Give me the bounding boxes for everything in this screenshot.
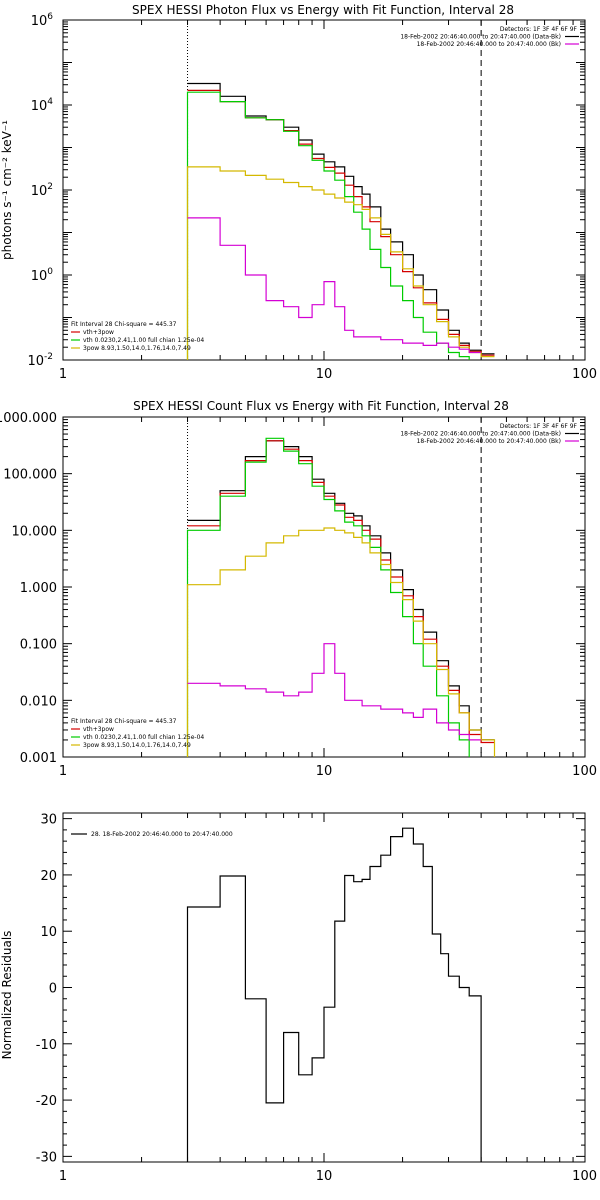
legend-entry: 28. 18-Feb-2002 20:46:40.000 to 20:47:40… <box>91 831 233 838</box>
y-tick-label: 0 <box>49 982 57 997</box>
y-tick-label: 102 <box>31 182 53 199</box>
legend-entry: Detectors: 1F 3F 4F 6F 9F <box>500 423 578 430</box>
panel-title: SPEX HESSI Photon Flux vs Energy with Fi… <box>132 3 514 17</box>
y-axis-label: Normalized Residuals <box>0 931 14 1060</box>
x-tick-label: 10 <box>316 367 333 382</box>
series-line <box>186 527 496 757</box>
y-tick-label: 0.001 <box>20 751 57 766</box>
count-flux-panel: SPEX HESSI Count Flux vs Energy with Fit… <box>0 399 597 779</box>
legend-entry: 18-Feb-2002 20:46:40.000 to 20:47:40.000… <box>400 34 561 41</box>
plot-frame <box>62 812 586 1163</box>
legend-entry: 18-Feb-2002 20:46:40.000 to 20:47:40.000… <box>417 438 561 445</box>
x-tick-label: 1 <box>59 367 67 382</box>
legend-entry: 18-Feb-2002 20:46:40.000 to 20:47:40.000… <box>417 41 561 48</box>
series-group <box>186 827 482 1162</box>
series-line <box>186 437 470 757</box>
y-tick-label: 0.010 <box>20 694 57 709</box>
panel-title: SPEX HESSI Count Flux vs Energy with Fit… <box>133 399 509 413</box>
x-tick-label: 100 <box>572 1169 597 1184</box>
series-group <box>186 437 496 757</box>
plot-frame <box>62 416 586 758</box>
series-line <box>186 827 482 1162</box>
x-tick-label: 10 <box>316 764 333 779</box>
y-tick-label: 10.000 <box>12 524 58 539</box>
series-line <box>186 166 495 360</box>
legend-entry: 18-Feb-2002 20:46:40.000 to 20:47:40.000… <box>400 431 561 438</box>
y-tick-label: 104 <box>31 97 54 114</box>
y-tick-label: 0.100 <box>20 638 57 653</box>
series-line <box>187 440 495 741</box>
y-tick-label: 100.000 <box>3 468 57 483</box>
series-line <box>187 82 495 355</box>
y-tick-label: 10-2 <box>27 352 53 369</box>
legend-entry: vth+3pow <box>83 726 114 733</box>
series-line <box>186 91 470 360</box>
y-tick-label: 20 <box>40 869 57 884</box>
y-tick-label: -10 <box>36 1038 57 1053</box>
legend-entry: vth 0.0230,2.41,1.00 full chian 1.25e-04 <box>83 337 204 344</box>
legend-entry: vth 0.0230,2.41,1.00 full chian 1.25e-04 <box>83 734 204 741</box>
y-tick-label: 1.000 <box>20 581 57 596</box>
y-tick-label: -30 <box>36 1150 57 1165</box>
y-tick-label: 30 <box>40 813 57 828</box>
y-tick-label: 10 <box>40 925 57 940</box>
x-tick-label: 1 <box>59 1169 67 1184</box>
legend-entry: vth+3pow <box>83 329 114 336</box>
y-axis-label: photons s⁻¹ cm⁻² keV⁻¹ <box>0 120 14 260</box>
series-line <box>187 217 482 354</box>
legend-entry: 3pow 8.93,1.50,14.0,1.76,14.0,7.49 <box>83 345 191 352</box>
photon-flux-panel: SPEX HESSI Photon Flux vs Energy with Fi… <box>0 3 597 382</box>
x-tick-label: 1 <box>59 764 67 779</box>
series-line <box>187 643 482 741</box>
residuals-panel: Normalized Residuals 1 10 100 -30 -20 -10 0 10 2… <box>0 812 597 1184</box>
x-tick-label: 10 <box>316 1169 333 1184</box>
y-tick-label: -20 <box>36 1094 57 1109</box>
x-tick-label: 100 <box>572 367 597 382</box>
y-tick-label: 1000.000 <box>0 411 57 426</box>
legend-entry: 3pow 8.93,1.50,14.0,1.76,14.0,7.49 <box>83 742 191 749</box>
series-group <box>186 82 495 360</box>
legend-entry: Fit Interval 28 Chi-square = 445.37 <box>71 718 177 725</box>
y-tick-label: 106 <box>31 12 54 29</box>
x-tick-label: 100 <box>572 764 597 779</box>
legend-entry: Fit Interval 28 Chi-square = 445.37 <box>71 321 177 328</box>
legend-entry: Detectors: 1F 3F 4F 6F 9F <box>500 26 578 33</box>
y-tick-label: 100 <box>31 267 54 284</box>
